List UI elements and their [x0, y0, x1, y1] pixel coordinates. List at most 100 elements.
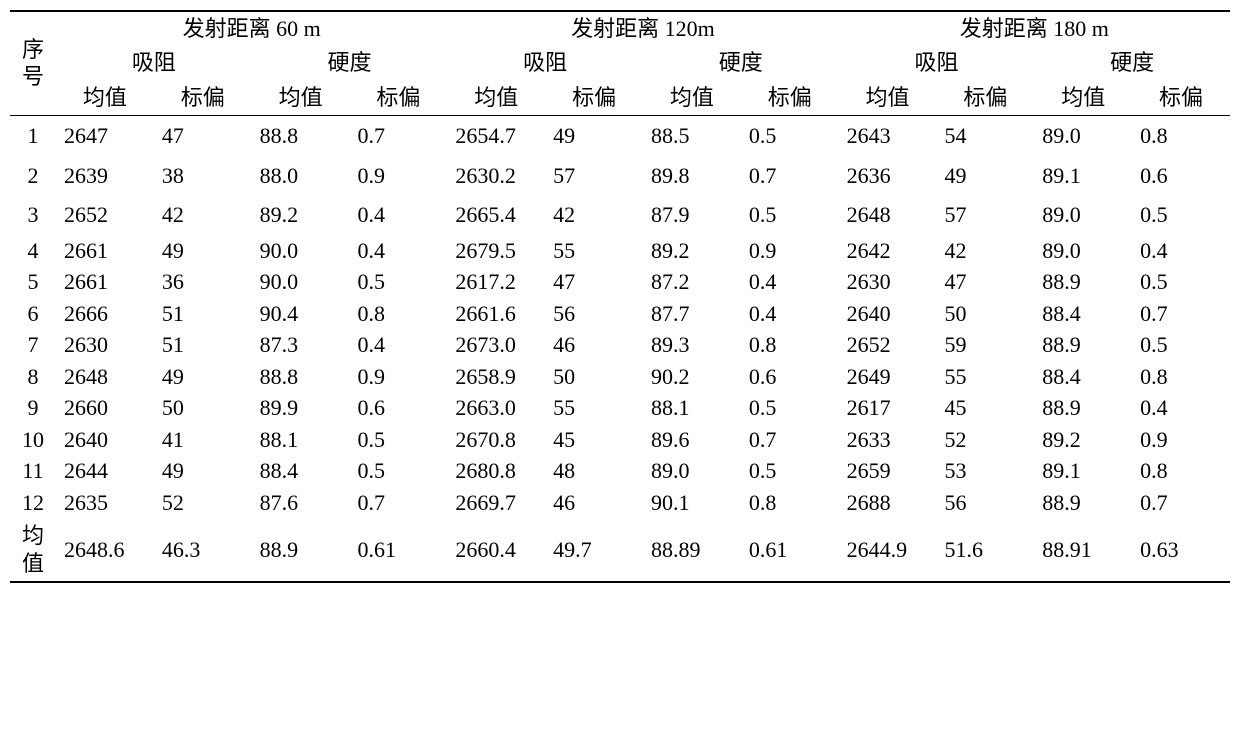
value-cell: 50 — [154, 392, 252, 424]
value-cell: 0.9 — [350, 156, 448, 196]
table-row: 1026404188.10.52670.84589.60.726335289.2… — [10, 424, 1230, 456]
value-cell: 88.9 — [1034, 392, 1132, 424]
summary-cell: 2660.4 — [447, 518, 545, 582]
value-cell: 56 — [545, 298, 643, 330]
value-cell: 2661 — [56, 235, 154, 267]
value-cell: 88.9 — [1034, 329, 1132, 361]
metric-header: 吸阻 — [839, 46, 1035, 80]
seq-cell: 2 — [10, 156, 56, 196]
value-cell: 0.6 — [741, 361, 839, 393]
value-cell: 2636 — [839, 156, 937, 196]
value-cell: 56 — [936, 487, 1034, 519]
value-cell: 49 — [154, 455, 252, 487]
value-cell: 2642 — [839, 235, 937, 267]
table-row: 826484988.80.92658.95090.20.626495588.40… — [10, 361, 1230, 393]
metric-header: 硬度 — [1034, 46, 1230, 80]
table-row: 526613690.00.52617.24787.20.426304788.90… — [10, 266, 1230, 298]
value-cell: 2640 — [839, 298, 937, 330]
value-cell: 2648 — [839, 195, 937, 235]
stat-header-mean: 均值 — [56, 81, 154, 116]
value-cell: 0.8 — [1132, 455, 1230, 487]
value-cell: 89.1 — [1034, 455, 1132, 487]
table-row: 926605089.90.62663.05588.10.526174588.90… — [10, 392, 1230, 424]
value-cell: 90.1 — [643, 487, 741, 519]
value-cell: 2658.9 — [447, 361, 545, 393]
summary-row: 均值2648.646.388.90.612660.449.788.890.612… — [10, 518, 1230, 582]
value-cell: 2617.2 — [447, 266, 545, 298]
value-cell: 0.4 — [350, 195, 448, 235]
summary-cell: 88.9 — [252, 518, 350, 582]
value-cell: 57 — [545, 156, 643, 196]
value-cell: 0.9 — [741, 235, 839, 267]
stat-header-std: 标偏 — [936, 81, 1034, 116]
value-cell: 2661 — [56, 266, 154, 298]
value-cell: 88.8 — [252, 116, 350, 156]
summary-cell: 2644.9 — [839, 518, 937, 582]
value-cell: 54 — [936, 116, 1034, 156]
value-cell: 2660 — [56, 392, 154, 424]
value-cell: 0.5 — [741, 195, 839, 235]
value-cell: 52 — [154, 487, 252, 519]
value-cell: 90.4 — [252, 298, 350, 330]
distance-header-120: 发射距离 120m — [447, 11, 838, 46]
value-cell: 38 — [154, 156, 252, 196]
value-cell: 2633 — [839, 424, 937, 456]
value-cell: 88.4 — [1034, 361, 1132, 393]
value-cell: 0.7 — [350, 116, 448, 156]
value-cell: 2643 — [839, 116, 937, 156]
value-cell: 2652 — [56, 195, 154, 235]
value-cell: 49 — [545, 116, 643, 156]
value-cell: 89.8 — [643, 156, 741, 196]
value-cell: 0.6 — [1132, 156, 1230, 196]
value-cell: 42 — [936, 235, 1034, 267]
value-cell: 0.4 — [350, 329, 448, 361]
value-cell: 51 — [154, 298, 252, 330]
seq-cell: 8 — [10, 361, 56, 393]
summary-cell: 88.89 — [643, 518, 741, 582]
seq-cell: 12 — [10, 487, 56, 519]
summary-cell: 0.61 — [741, 518, 839, 582]
stat-header-mean: 均值 — [839, 81, 937, 116]
value-cell: 53 — [936, 455, 1034, 487]
value-cell: 87.6 — [252, 487, 350, 519]
value-cell: 0.5 — [1132, 329, 1230, 361]
value-cell: 89.0 — [1034, 116, 1132, 156]
value-cell: 89.2 — [643, 235, 741, 267]
value-cell: 36 — [154, 266, 252, 298]
value-cell: 47 — [936, 266, 1034, 298]
value-cell: 0.5 — [741, 455, 839, 487]
value-cell: 2661.6 — [447, 298, 545, 330]
value-cell: 90.2 — [643, 361, 741, 393]
stat-header-mean: 均值 — [643, 81, 741, 116]
table-row: 1126444988.40.52680.84889.00.526595389.1… — [10, 455, 1230, 487]
summary-cell: 46.3 — [154, 518, 252, 582]
value-cell: 89.6 — [643, 424, 741, 456]
value-cell: 88.5 — [643, 116, 741, 156]
value-cell: 2688 — [839, 487, 937, 519]
value-cell: 2635 — [56, 487, 154, 519]
value-cell: 50 — [545, 361, 643, 393]
value-cell: 87.2 — [643, 266, 741, 298]
value-cell: 2617 — [839, 392, 937, 424]
value-cell: 0.7 — [1132, 298, 1230, 330]
value-cell: 88.0 — [252, 156, 350, 196]
seq-cell: 3 — [10, 195, 56, 235]
seq-cell: 9 — [10, 392, 56, 424]
value-cell: 0.9 — [350, 361, 448, 393]
value-cell: 48 — [545, 455, 643, 487]
value-cell: 89.9 — [252, 392, 350, 424]
value-cell: 0.4 — [741, 266, 839, 298]
data-table: 序号 发射距离 60 m 发射距离 120m 发射距离 180 m 吸阻 硬度 … — [10, 10, 1230, 583]
value-cell: 0.8 — [1132, 116, 1230, 156]
value-cell: 2648 — [56, 361, 154, 393]
metric-header: 吸阻 — [56, 46, 252, 80]
value-cell: 55 — [545, 392, 643, 424]
value-cell: 2630.2 — [447, 156, 545, 196]
value-cell: 0.5 — [350, 424, 448, 456]
value-cell: 2647 — [56, 116, 154, 156]
seq-cell: 7 — [10, 329, 56, 361]
table-row: 126474788.80.72654.74988.50.526435489.00… — [10, 116, 1230, 156]
summary-cell: 0.63 — [1132, 518, 1230, 582]
stat-header-std: 标偏 — [350, 81, 448, 116]
value-cell: 0.8 — [741, 487, 839, 519]
